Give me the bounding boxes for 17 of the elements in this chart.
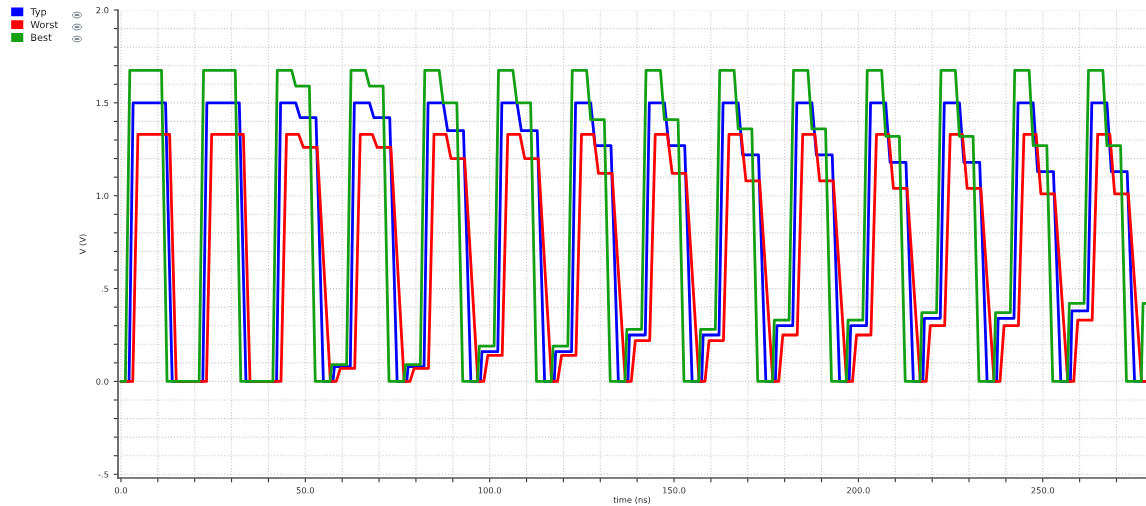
- y-axis-title: V (V): [79, 234, 87, 255]
- y-tick-label: -.5: [98, 471, 109, 478]
- legend-label: Best: [31, 33, 52, 42]
- y-tick-label: 0.0: [96, 378, 109, 385]
- x-tick-label: 150.0: [663, 487, 686, 494]
- x-tick-label: 100.0: [478, 487, 502, 494]
- y-tick-label: 1.0: [96, 192, 109, 199]
- y-tick-label: 2.0: [96, 6, 109, 14]
- y-tick-label: 1.5: [96, 99, 109, 107]
- x-tick-label: 0.0: [114, 487, 128, 494]
- x-axis-title: time (ns): [613, 496, 651, 504]
- x-tick-label: 200.0: [847, 487, 870, 494]
- legend-label: Worst: [30, 21, 58, 29]
- legend-label: Typ: [30, 8, 47, 18]
- y-tick-label: .5: [101, 285, 109, 292]
- x-tick-label: 250.0: [1031, 487, 1055, 494]
- x-tick-label: 50.0: [296, 487, 315, 494]
